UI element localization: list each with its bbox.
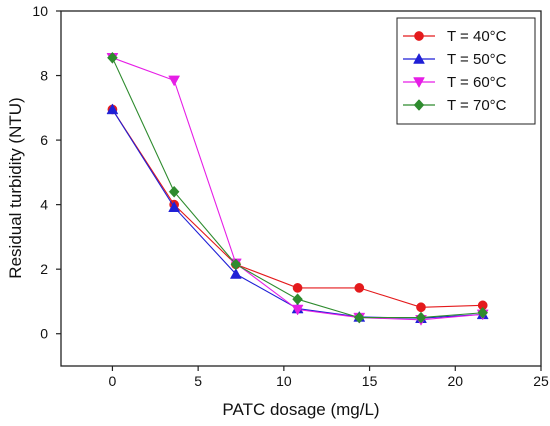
data-point	[230, 258, 242, 271]
axis-ticks: 0 5 10 15 20 25 0 2 4 6 8 10	[32, 3, 549, 389]
x-tick-label: 5	[194, 373, 202, 389]
data-point	[168, 201, 181, 212]
legend-marker	[414, 31, 424, 41]
x-tick-label: 25	[533, 373, 549, 389]
data-point	[292, 293, 303, 306]
x-tick-label: 0	[109, 373, 117, 389]
y-axis-title: Residual turbidity (NTU)	[6, 97, 25, 278]
y-tick-label: 8	[40, 68, 48, 84]
series-1	[107, 104, 488, 313]
legend-item: T = 50°C	[403, 51, 507, 68]
data-point	[107, 51, 118, 64]
series-layer	[106, 51, 489, 326]
data-point	[106, 103, 119, 115]
y-tick-label: 10	[32, 3, 48, 19]
data-point	[353, 311, 365, 324]
data-point	[229, 268, 242, 279]
legend-item: T = 70°C	[403, 97, 507, 114]
y-tick-label: 0	[40, 326, 48, 342]
x-tick-label: 10	[276, 373, 292, 389]
legend-label: T = 40°C	[447, 28, 507, 45]
legend-marker	[413, 52, 425, 64]
legend-label: T = 70°C	[447, 97, 507, 114]
series-4	[107, 51, 489, 324]
x-tick-label: 15	[362, 373, 378, 389]
data-point	[354, 283, 365, 293]
data-point	[168, 75, 181, 87]
legend-label: T = 50°C	[447, 51, 507, 68]
y-tick-label: 4	[40, 197, 48, 213]
legend-marker	[413, 99, 425, 111]
legend: T = 40°C T = 50°C T = 60°C T = 70°C	[396, 17, 536, 125]
series-line	[111, 109, 483, 308]
legend-item: T = 40°C	[403, 28, 507, 45]
y-tick-label: 2	[40, 261, 48, 277]
legend-marker	[413, 77, 425, 89]
y-tick-label: 6	[40, 132, 48, 148]
data-point	[416, 302, 426, 313]
data-point	[168, 185, 180, 198]
plot-frame	[60, 10, 542, 367]
x-tick-label: 20	[447, 373, 463, 389]
legend-label: T = 60°C	[447, 74, 507, 91]
x-axis-title: PATC dosage (mg/L)	[222, 400, 379, 419]
data-point	[477, 306, 489, 319]
data-point	[415, 311, 427, 324]
data-point	[292, 283, 303, 293]
legend-item: T = 60°C	[403, 74, 507, 91]
